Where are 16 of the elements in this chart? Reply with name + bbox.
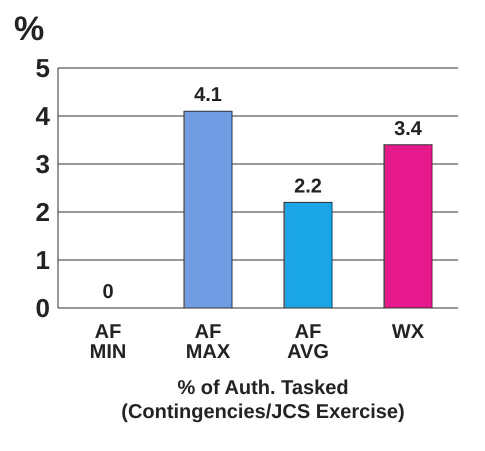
y-tick-label: 3	[36, 149, 50, 180]
y-tick-label: 2	[36, 197, 50, 228]
y-tick-label: 1	[36, 245, 50, 276]
y-axis-title: %	[14, 10, 44, 49]
data-label: 2.2	[294, 175, 322, 198]
y-tick-label: 0	[36, 293, 50, 324]
x-tick-label: WX	[392, 321, 425, 343]
y-tick-label: 4	[36, 101, 51, 132]
x-tick-label: AF MAX	[186, 321, 231, 363]
x-axis-title: % of Auth. Tasked (Contingencies/JCS Exercise)	[120, 376, 406, 424]
data-label: 3.4	[394, 118, 423, 140]
data-label: 0	[102, 281, 114, 303]
data-label: 4.1	[194, 84, 222, 106]
y-tick-label: 5	[36, 53, 50, 84]
x-tick-label: AF MIN	[90, 321, 126, 363]
x-tick-label: AF AVG	[287, 321, 329, 363]
